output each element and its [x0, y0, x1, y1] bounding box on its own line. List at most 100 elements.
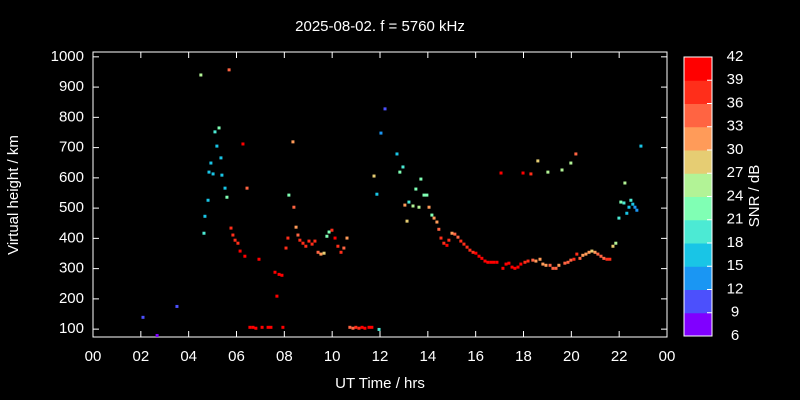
colorbar-tick-label: 6: [731, 327, 739, 344]
point: [536, 159, 540, 163]
x-tick-label: 16: [467, 348, 484, 365]
point: [313, 239, 317, 243]
point: [631, 202, 635, 206]
point: [223, 186, 227, 190]
point: [483, 259, 487, 263]
colorbar-band: [684, 219, 712, 244]
point: [486, 260, 490, 264]
point: [425, 193, 429, 197]
point: [372, 174, 376, 178]
y-tick-label: 600: [59, 169, 84, 186]
point: [281, 325, 285, 329]
colorbar-tick-label: 36: [727, 94, 744, 111]
point: [560, 168, 564, 172]
point: [202, 231, 206, 235]
y-tick-label: 400: [59, 229, 84, 246]
point: [430, 213, 434, 217]
point: [227, 68, 231, 72]
point: [578, 256, 582, 260]
point: [401, 165, 405, 169]
y-tick-label: 500: [59, 199, 84, 216]
point: [248, 325, 252, 329]
x-tick-label: 10: [324, 348, 341, 365]
point: [623, 181, 627, 185]
point: [504, 262, 508, 266]
point: [342, 246, 346, 250]
point: [417, 205, 421, 209]
x-tick-label: 00: [659, 348, 676, 365]
point: [345, 236, 349, 240]
point: [456, 235, 460, 239]
point: [534, 259, 538, 263]
colorbar-band: [684, 289, 712, 314]
x-tick-label: 14: [419, 348, 436, 365]
point: [414, 187, 418, 191]
point: [492, 260, 496, 264]
point: [523, 260, 527, 264]
point: [468, 248, 472, 252]
chart-title: 2025-08-02. f = 5760 kHz: [295, 18, 465, 35]
point: [501, 266, 505, 270]
point: [363, 326, 367, 330]
point: [339, 250, 343, 254]
colorbar-tick-label: 12: [727, 280, 744, 297]
point: [587, 250, 591, 254]
point: [266, 325, 270, 329]
point: [419, 177, 423, 181]
point: [619, 200, 623, 204]
point: [611, 244, 615, 248]
point: [437, 227, 441, 231]
point: [280, 273, 284, 277]
point: [625, 211, 629, 215]
colorbar-tick-label: 15: [727, 257, 744, 274]
point: [284, 246, 288, 250]
y-tick-label: 100: [59, 320, 84, 337]
point: [354, 325, 358, 329]
point: [260, 325, 264, 329]
point: [257, 257, 261, 261]
point: [541, 262, 545, 266]
x-tick-label: 12: [372, 348, 389, 365]
point: [219, 156, 223, 160]
colorbar-tick-label: 33: [727, 118, 744, 135]
point: [395, 152, 399, 156]
point: [322, 251, 326, 255]
x-tick-label: 06: [228, 348, 245, 365]
point: [574, 152, 578, 156]
point: [217, 126, 221, 130]
point: [480, 256, 484, 260]
point: [383, 107, 387, 111]
point: [301, 241, 305, 245]
colorbar-tick-label: 42: [727, 48, 744, 65]
point: [298, 238, 302, 242]
point: [241, 142, 245, 146]
point: [199, 73, 203, 77]
colorbar-label: SNR / dB: [746, 165, 763, 228]
point: [422, 193, 426, 197]
x-tick-label: 18: [515, 348, 532, 365]
point: [521, 171, 525, 175]
point: [398, 170, 402, 174]
colorbar-band: [684, 173, 712, 197]
point: [617, 216, 621, 220]
colorbar-band: [684, 150, 712, 174]
colorbar-tick-label: 24: [727, 187, 744, 204]
point: [462, 242, 466, 246]
point: [296, 233, 300, 237]
point: [590, 249, 594, 253]
colorbar-tick-label: 9: [731, 304, 739, 321]
point: [566, 260, 570, 264]
point: [220, 173, 224, 177]
point: [453, 232, 457, 236]
point: [213, 130, 217, 134]
point: [614, 241, 618, 245]
point: [516, 265, 520, 269]
point: [602, 256, 606, 260]
point: [310, 242, 314, 246]
point: [407, 200, 411, 204]
point: [211, 172, 215, 176]
point: [569, 161, 573, 165]
point: [510, 265, 514, 269]
y-tick-label: 300: [59, 260, 84, 277]
